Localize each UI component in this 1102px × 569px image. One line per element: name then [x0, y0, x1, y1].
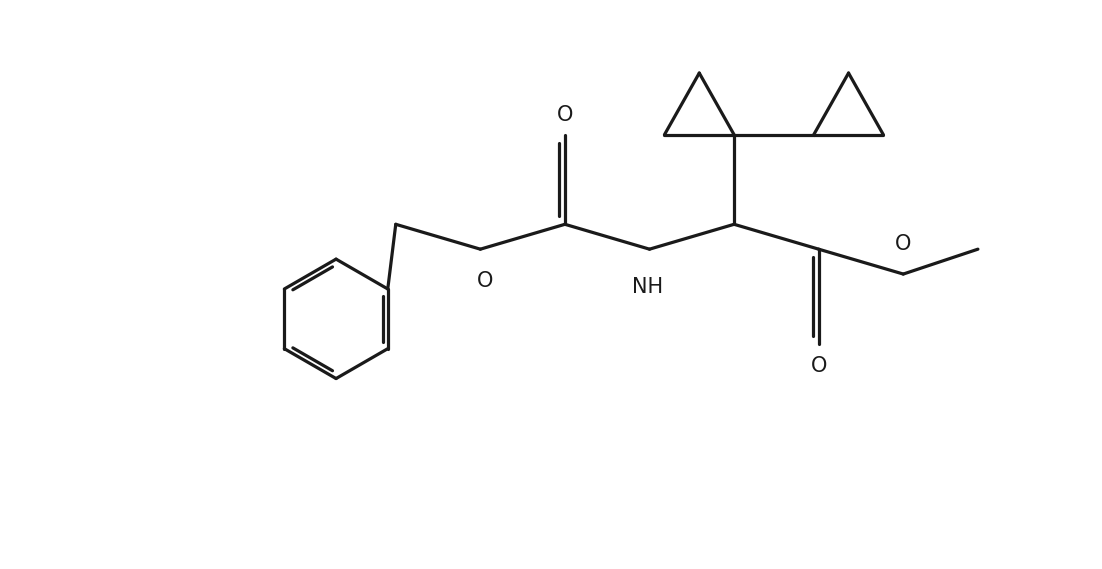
Text: O: O [557, 105, 573, 125]
Text: O: O [810, 356, 826, 376]
Text: O: O [477, 271, 494, 291]
Text: NH: NH [631, 277, 663, 297]
Text: O: O [895, 234, 911, 254]
